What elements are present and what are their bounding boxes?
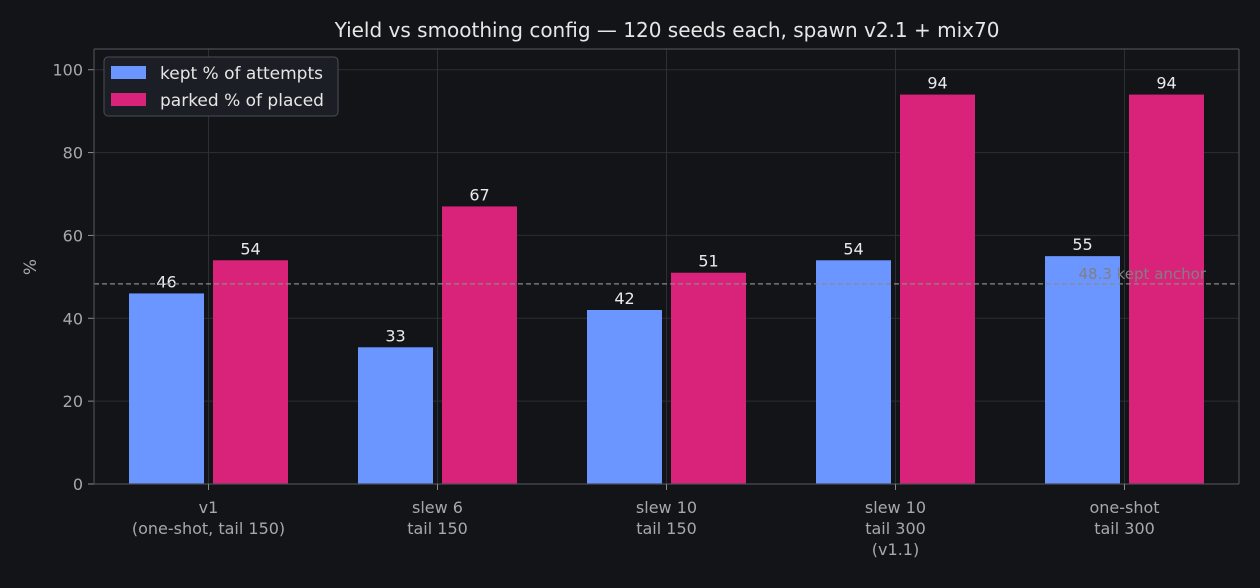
bar-value-label: 51: [698, 252, 718, 271]
x-tick-label-line: one-shot: [1089, 498, 1159, 517]
x-tick-label-line: tail 150: [407, 519, 468, 538]
bar-parked: [671, 272, 746, 484]
y-tick-label: 60: [63, 226, 83, 245]
bar-value-label: 94: [927, 74, 947, 93]
bar-value-label: 54: [843, 239, 863, 258]
x-tick-label-line: (one-shot, tail 150): [132, 519, 285, 538]
y-tick-label: 100: [52, 61, 83, 80]
bar-kept: [129, 293, 204, 484]
x-tick-label-line: v1: [199, 498, 219, 517]
bar-value-label: 55: [1072, 235, 1092, 254]
y-tick-label: 40: [63, 309, 83, 328]
axes: 0 20 40 60 80 100 v1 (one-shot, tail 150) slew 6…: [52, 48, 1240, 559]
bar-kept: [358, 347, 433, 484]
bar-value-label: 33: [385, 326, 405, 345]
x-tick-label: slew 10 tail 300 (v1.1): [865, 498, 926, 559]
legend-label: parked % of placed: [160, 91, 324, 111]
bar-parked: [1129, 94, 1204, 485]
bar-kept: [1045, 256, 1120, 484]
reference-line-group: 48.3 kept anchor: [94, 265, 1239, 285]
bar-value-label: 67: [469, 185, 489, 204]
bar-kept: [587, 310, 662, 484]
y-tick-label: 80: [63, 144, 83, 163]
legend-label: kept % of attempts: [160, 64, 323, 84]
x-tick-label: slew 10 tail 150: [636, 498, 697, 538]
x-tick-label-line: slew 10: [636, 498, 697, 517]
bar-kept: [816, 260, 891, 484]
x-tick-label-line: tail 150: [636, 519, 697, 538]
reference-line-label: 48.3 kept anchor: [1078, 265, 1206, 283]
y-tick-label: 20: [63, 392, 83, 411]
bar-value-label: 46: [156, 272, 176, 291]
x-tick-label-line: tail 300: [1094, 519, 1155, 538]
chart-title: Yield vs smoothing config — 120 seeds ea…: [334, 18, 1000, 42]
legend: kept % of attempts parked % of placed: [103, 56, 339, 117]
bar-parked: [442, 206, 517, 484]
bar-value-label: 42: [614, 289, 634, 308]
x-tick-label-line: slew 10: [865, 498, 926, 517]
x-tick-label-line: tail 300: [865, 519, 926, 538]
x-tick-label: v1 (one-shot, tail 150): [132, 498, 285, 538]
bar-parked: [213, 260, 288, 484]
y-tick-label: 0: [73, 475, 83, 494]
bar-value-label: 54: [240, 239, 260, 258]
legend-swatch: [111, 93, 146, 106]
y-axis-label: %: [21, 259, 41, 275]
x-tick-label: one-shot tail 300: [1089, 498, 1159, 538]
legend-box: [103, 56, 339, 117]
x-tick-label-line: slew 6: [412, 498, 463, 517]
bar-value-label: 94: [1156, 74, 1176, 93]
bars: 46 33 42 54 55 54 67 51 94 94: [129, 74, 1204, 485]
x-tick-label: slew 6 tail 150: [407, 498, 468, 538]
bar-parked: [900, 94, 975, 485]
legend-swatch: [111, 66, 146, 79]
x-tick-label-line: (v1.1): [872, 540, 919, 559]
